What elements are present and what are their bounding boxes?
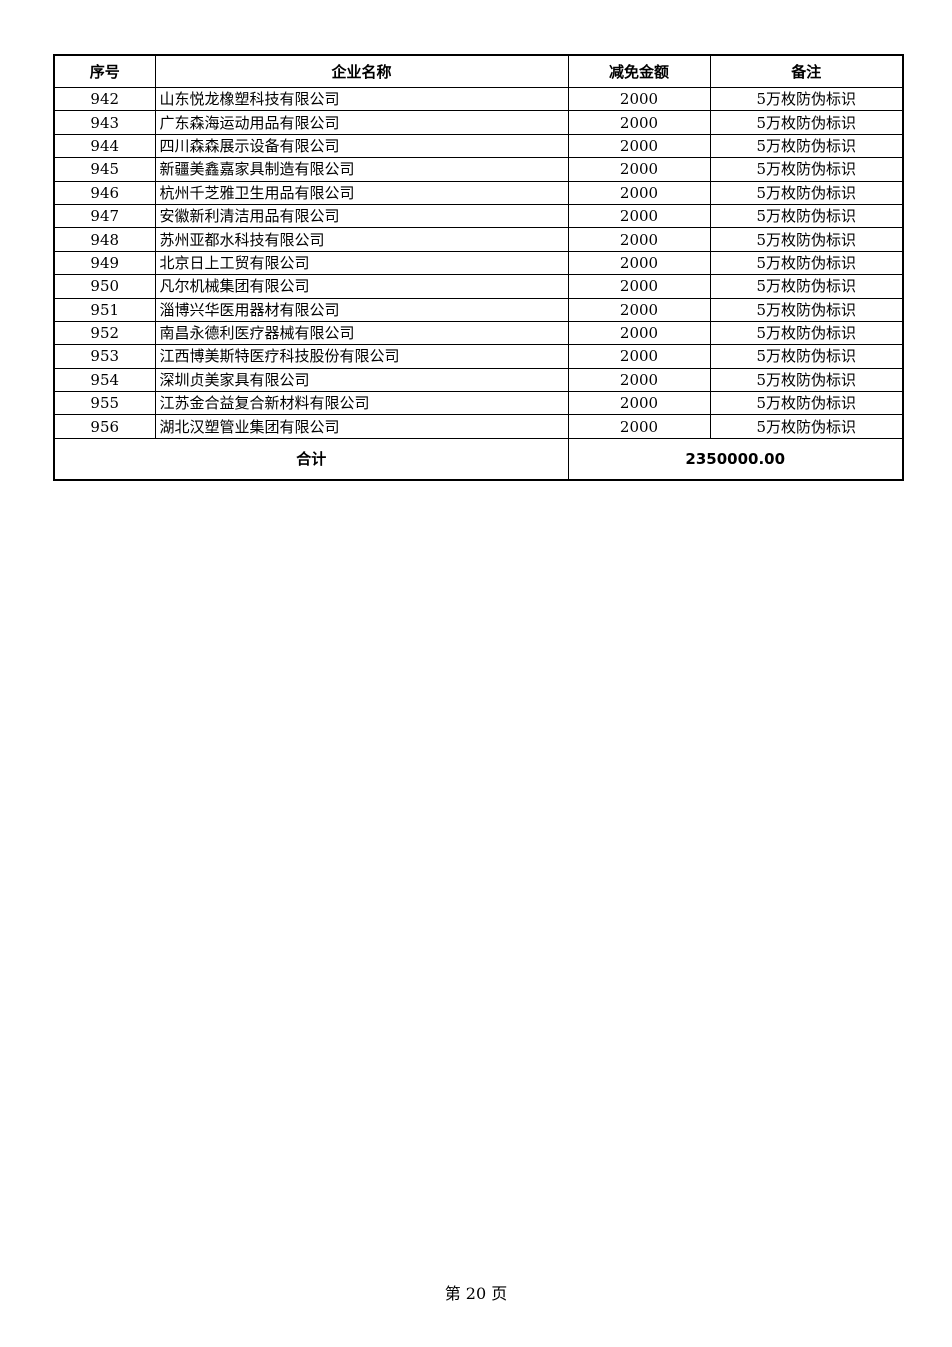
- cell-company: 广东森海运动用品有限公司: [154, 110, 569, 135]
- cell-amount: 2000: [567, 297, 711, 322]
- cell-index: 947: [53, 203, 156, 229]
- cell-index: 945: [53, 157, 156, 182]
- cell-company: 江苏金合益复合新材料有限公司: [154, 391, 569, 416]
- cell-index: 949: [53, 250, 156, 276]
- table-row: 942 山东悦龙橡塑科技有限公司 2000 5万枚防伪标识: [53, 86, 904, 112]
- cell-company: 江西博美斯特医疗科技股份有限公司: [154, 344, 569, 369]
- header-remark: 备注: [709, 54, 904, 88]
- table-row: 945 新疆美鑫嘉家具制造有限公司 2000 5万枚防伪标识: [53, 157, 904, 182]
- cell-company: 杭州千芝雅卫生用品有限公司: [154, 180, 569, 205]
- cell-company: 北京日上工贸有限公司: [154, 250, 569, 276]
- table-row: 954 深圳贞美家具有限公司 2000 5万枚防伪标识: [53, 367, 904, 393]
- total-value: 2350000.00: [567, 437, 904, 481]
- table-row: 952 南昌永德利医疗器械有限公司 2000 5万枚防伪标识: [53, 320, 904, 346]
- cell-remark: 5万枚防伪标识: [709, 133, 904, 159]
- table-row: 953 江西博美斯特医疗科技股份有限公司 2000 5万枚防伪标识: [53, 344, 904, 369]
- cell-index: 952: [53, 320, 156, 346]
- cell-company: 凡尔机械集团有限公司: [154, 274, 569, 299]
- page-number: 第 20 页: [444, 1284, 508, 1303]
- cell-index: 950: [53, 274, 156, 299]
- cell-amount: 2000: [567, 110, 711, 135]
- cell-company: 山东悦龙橡塑科技有限公司: [154, 86, 569, 112]
- cell-amount: 2000: [567, 86, 711, 112]
- cell-index: 943: [53, 110, 156, 135]
- total-row: 合计 2350000.00: [53, 437, 904, 481]
- cell-index: 951: [53, 297, 156, 322]
- cell-amount: 2000: [567, 367, 711, 393]
- cell-remark: 5万枚防伪标识: [709, 297, 904, 322]
- cell-company: 淄博兴华医用器材有限公司: [154, 297, 569, 322]
- cell-amount: 2000: [567, 391, 711, 416]
- cell-amount: 2000: [567, 320, 711, 346]
- cell-company: 四川森森展示设备有限公司: [154, 133, 569, 159]
- cell-company: 南昌永德利医疗器械有限公司: [154, 320, 569, 346]
- cell-remark: 5万枚防伪标识: [709, 203, 904, 229]
- table-row: 948 苏州亚都水科技有限公司 2000 5万枚防伪标识: [53, 227, 904, 252]
- cell-index: 954: [53, 367, 156, 393]
- table-row: 955 江苏金合益复合新材料有限公司 2000 5万枚防伪标识: [53, 391, 904, 416]
- cell-company: 苏州亚都水科技有限公司: [154, 227, 569, 252]
- cell-amount: 2000: [567, 227, 711, 252]
- cell-index: 944: [53, 133, 156, 159]
- cell-index: 948: [53, 227, 156, 252]
- cell-index: 953: [53, 344, 156, 369]
- table-header: 序号 企业名称 减免金额 备注: [53, 54, 904, 88]
- cell-index: 946: [53, 180, 156, 205]
- table-row: 950 凡尔机械集团有限公司 2000 5万枚防伪标识: [53, 274, 904, 299]
- cell-amount: 2000: [567, 414, 711, 439]
- header-index: 序号: [53, 54, 156, 88]
- cell-amount: 2000: [567, 180, 711, 205]
- cell-amount: 2000: [567, 344, 711, 369]
- cell-remark: 5万枚防伪标识: [709, 414, 904, 439]
- total-label: 合计: [53, 437, 569, 481]
- cell-remark: 5万枚防伪标识: [709, 86, 904, 112]
- cell-company: 深圳贞美家具有限公司: [154, 367, 569, 393]
- cell-index: 942: [53, 86, 156, 112]
- cell-remark: 5万枚防伪标识: [709, 367, 904, 393]
- table-row: 946 杭州千芝雅卫生用品有限公司 2000 5万枚防伪标识: [53, 180, 904, 205]
- table-row: 956 湖北汉塑管业集团有限公司 2000 5万枚防伪标识: [53, 414, 904, 439]
- reduction-table: 序号 企业名称 减免金额 备注 942 山东悦龙橡塑科技有限公司 2000 5万枚防伪…: [53, 54, 904, 481]
- cell-amount: 2000: [567, 250, 711, 276]
- cell-remark: 5万枚防伪标识: [709, 157, 904, 182]
- cell-remark: 5万枚防伪标识: [709, 180, 904, 205]
- cell-amount: 2000: [567, 203, 711, 229]
- cell-remark: 5万枚防伪标识: [709, 274, 904, 299]
- cell-remark: 5万枚防伪标识: [709, 344, 904, 369]
- cell-remark: 5万枚防伪标识: [709, 227, 904, 252]
- cell-remark: 5万枚防伪标识: [709, 110, 904, 135]
- cell-remark: 5万枚防伪标识: [709, 320, 904, 346]
- header-amount: 减免金额: [567, 54, 711, 88]
- cell-company: 湖北汉塑管业集团有限公司: [154, 414, 569, 439]
- table-row: 943 广东森海运动用品有限公司 2000 5万枚防伪标识: [53, 110, 904, 135]
- cell-remark: 5万枚防伪标识: [709, 391, 904, 416]
- cell-amount: 2000: [567, 274, 711, 299]
- table-row: 951 淄博兴华医用器材有限公司 2000 5万枚防伪标识: [53, 297, 904, 322]
- table-row: 944 四川森森展示设备有限公司 2000 5万枚防伪标识: [53, 133, 904, 159]
- cell-index: 956: [53, 414, 156, 439]
- table-row: 947 安徽新利清洁用品有限公司 2000 5万枚防伪标识: [53, 203, 904, 229]
- cell-amount: 2000: [567, 133, 711, 159]
- cell-amount: 2000: [567, 157, 711, 182]
- cell-index: 955: [53, 391, 156, 416]
- cell-remark: 5万枚防伪标识: [709, 250, 904, 276]
- table-row: 949 北京日上工贸有限公司 2000 5万枚防伪标识: [53, 250, 904, 276]
- cell-company: 新疆美鑫嘉家具制造有限公司: [154, 157, 569, 182]
- cell-company: 安徽新利清洁用品有限公司: [154, 203, 569, 229]
- header-company: 企业名称: [154, 54, 569, 88]
